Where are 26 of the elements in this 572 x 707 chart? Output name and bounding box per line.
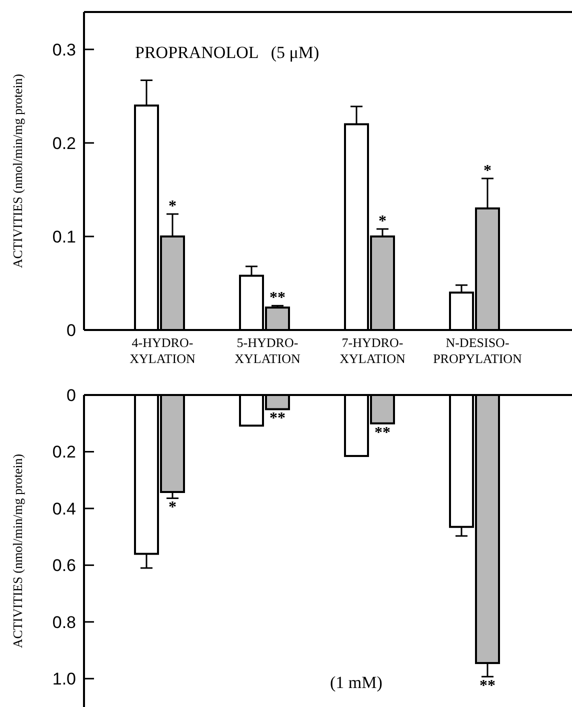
y-axis-title: ACTIVITIES (nmol/min/mg protein) [10, 454, 25, 648]
annotation: ** [270, 290, 286, 307]
y-tick-label: 0 [66, 386, 76, 405]
x-tick-label: 7-HYDRO- XYLATION [340, 335, 406, 366]
y-tick-label: 0.3 [52, 40, 76, 60]
y-tick-label: 0.6 [52, 556, 76, 576]
annotation: * [378, 212, 386, 230]
annotation: * [168, 198, 176, 216]
y-tick-label: 0.8 [52, 612, 76, 632]
annotation: ** [270, 410, 286, 428]
text: (1 mM) [330, 673, 382, 692]
y-tick-label: 0 [66, 320, 76, 340]
x-tick-label: N-DESISO- PROPYLATION [433, 335, 523, 366]
y-tick-label: 0.2 [52, 134, 76, 153]
y-tick-label: 0.1 [52, 227, 76, 246]
text: PROPRANOLOL (5 μM) [135, 43, 320, 62]
y-tick-label: 0.2 [52, 442, 76, 462]
y-axis-title: ACTIVITIES (nmol/min/mg protein) [10, 74, 25, 268]
annotation: * [484, 162, 492, 180]
x-tick-label: 4-HYDRO- XYLATION [130, 335, 196, 366]
y-tick-label: 0.4 [52, 499, 76, 518]
x-tick-label: 5-HYDRO- XYLATION [234, 335, 301, 366]
annotation: ** [374, 424, 390, 442]
annotation: * [168, 499, 176, 516]
annotation: ** [480, 678, 496, 695]
y-tick-label: 1.0 [52, 670, 76, 689]
